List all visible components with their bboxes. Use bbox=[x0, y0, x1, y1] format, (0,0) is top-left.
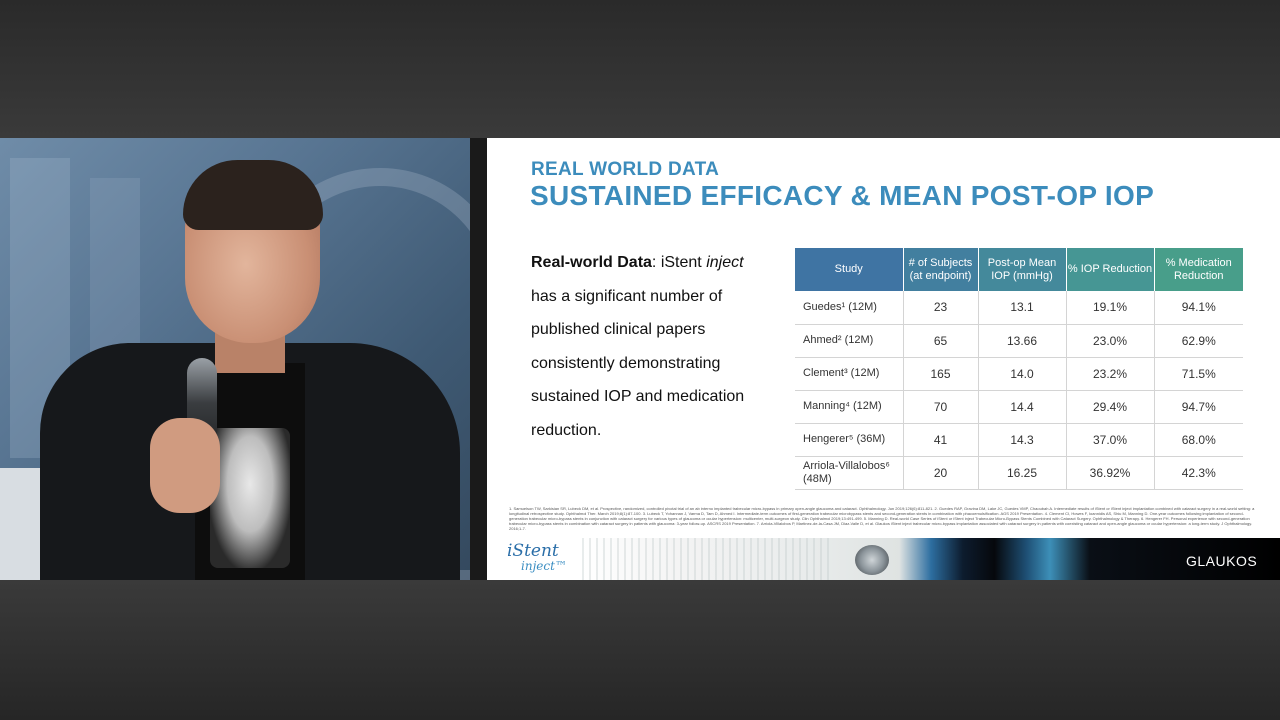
table-cell: 23.2% bbox=[1066, 357, 1155, 391]
table-cell: Guedes¹ (12M) bbox=[795, 291, 904, 325]
speaker-hand bbox=[150, 418, 220, 513]
table-cell: 13.66 bbox=[978, 324, 1067, 358]
table-cell: 23.0% bbox=[1066, 324, 1155, 358]
table-cell: 19.1% bbox=[1066, 291, 1155, 325]
column-header: Study bbox=[795, 248, 904, 291]
logo-trademark: ™ bbox=[554, 559, 567, 573]
shirt-graphic bbox=[210, 428, 290, 568]
logo-line1: iStent bbox=[507, 541, 559, 561]
body-italic-word: inject bbox=[706, 254, 744, 271]
column-header: % IOP Reduction bbox=[1066, 248, 1155, 291]
table-cell: Clement³ (12M) bbox=[795, 357, 904, 391]
glaukos-logo: GLAUKOS bbox=[1186, 553, 1258, 569]
table-cell: 29.4% bbox=[1066, 390, 1155, 424]
table-cell: 62.9% bbox=[1154, 324, 1243, 358]
table-cell: 14.4 bbox=[978, 390, 1067, 424]
footer-texture bbox=[582, 538, 832, 580]
table-row: Ahmed² (12M) 65 13.66 23.0% 62.9% bbox=[795, 324, 1243, 358]
table-cell: 36.92% bbox=[1066, 456, 1155, 490]
column-header: % Medication Reduction bbox=[1154, 248, 1243, 291]
column-header: Post-op Mean IOP (mmHg) bbox=[978, 248, 1067, 291]
slide-body-text: Real-world Data: iStent inject has a sig… bbox=[531, 246, 761, 448]
table-cell: Arriola-Villalobos⁶ (48M) bbox=[795, 456, 904, 490]
table-cell: 68.0% bbox=[1154, 423, 1243, 457]
body-bold-lead: Real-world Data bbox=[531, 254, 652, 271]
table-cell: 94.1% bbox=[1154, 291, 1243, 325]
logo-line2: inject bbox=[521, 559, 555, 573]
lens-graphic bbox=[855, 545, 889, 575]
table-cell: 70 bbox=[903, 390, 979, 424]
table-cell: 14.3 bbox=[978, 423, 1067, 457]
speaker-hair bbox=[183, 160, 323, 230]
backdrop-top bbox=[0, 0, 1280, 138]
body-rest: has a significant number of published cl… bbox=[531, 287, 745, 439]
slide-footer-band bbox=[487, 538, 1280, 580]
table-row: Hengerer⁵ (36M) 41 14.3 37.0% 68.0% bbox=[795, 423, 1243, 457]
column-header: # of Subjects (at endpoint) bbox=[903, 248, 979, 291]
references-footnote: 1. Samuelson TW, Sarkisian SR, Lubeck DM… bbox=[509, 506, 1255, 531]
table-header-row: Study # of Subjects (at endpoint) Post-o… bbox=[795, 248, 1243, 291]
slide-title: SUSTAINED EFFICACY & MEAN POST-OP IOP bbox=[530, 180, 1155, 211]
table-cell: 71.5% bbox=[1154, 357, 1243, 391]
table-cell: 37.0% bbox=[1066, 423, 1155, 457]
results-table: Study # of Subjects (at endpoint) Post-o… bbox=[795, 248, 1243, 490]
table-row: Clement³ (12M) 165 14.0 23.2% 71.5% bbox=[795, 357, 1243, 391]
table-cell: 13.1 bbox=[978, 291, 1067, 325]
body-lead-suffix: : iStent bbox=[651, 254, 702, 271]
backdrop-bottom bbox=[0, 580, 1280, 720]
table-row: Guedes¹ (12M) 23 13.1 19.1% 94.1% bbox=[795, 291, 1243, 325]
table-row: Arriola-Villalobos⁶ (48M) 20 16.25 36.92… bbox=[795, 456, 1243, 490]
table-cell: 165 bbox=[903, 357, 979, 391]
table-cell: 94.7% bbox=[1154, 390, 1243, 424]
slide-kicker: REAL WORLD DATA bbox=[531, 159, 720, 180]
table-cell: 14.0 bbox=[978, 357, 1067, 391]
table-cell: 42.3% bbox=[1154, 456, 1243, 490]
table-cell: Manning⁴ (12M) bbox=[795, 390, 904, 424]
table-cell: 65 bbox=[903, 324, 979, 358]
istent-inject-logo: iStent inject™ bbox=[507, 541, 567, 573]
table-cell: Ahmed² (12M) bbox=[795, 324, 904, 358]
table-cell: 16.25 bbox=[978, 456, 1067, 490]
speaker-video bbox=[0, 138, 470, 580]
presentation-slide: REAL WORLD DATA SUSTAINED EFFICACY & MEA… bbox=[487, 138, 1280, 580]
table-cell: Hengerer⁵ (36M) bbox=[795, 423, 904, 457]
table-cell: 41 bbox=[903, 423, 979, 457]
table-row: Manning⁴ (12M) 70 14.4 29.4% 94.7% bbox=[795, 390, 1243, 424]
table-cell: 20 bbox=[903, 456, 979, 490]
table-cell: 23 bbox=[903, 291, 979, 325]
